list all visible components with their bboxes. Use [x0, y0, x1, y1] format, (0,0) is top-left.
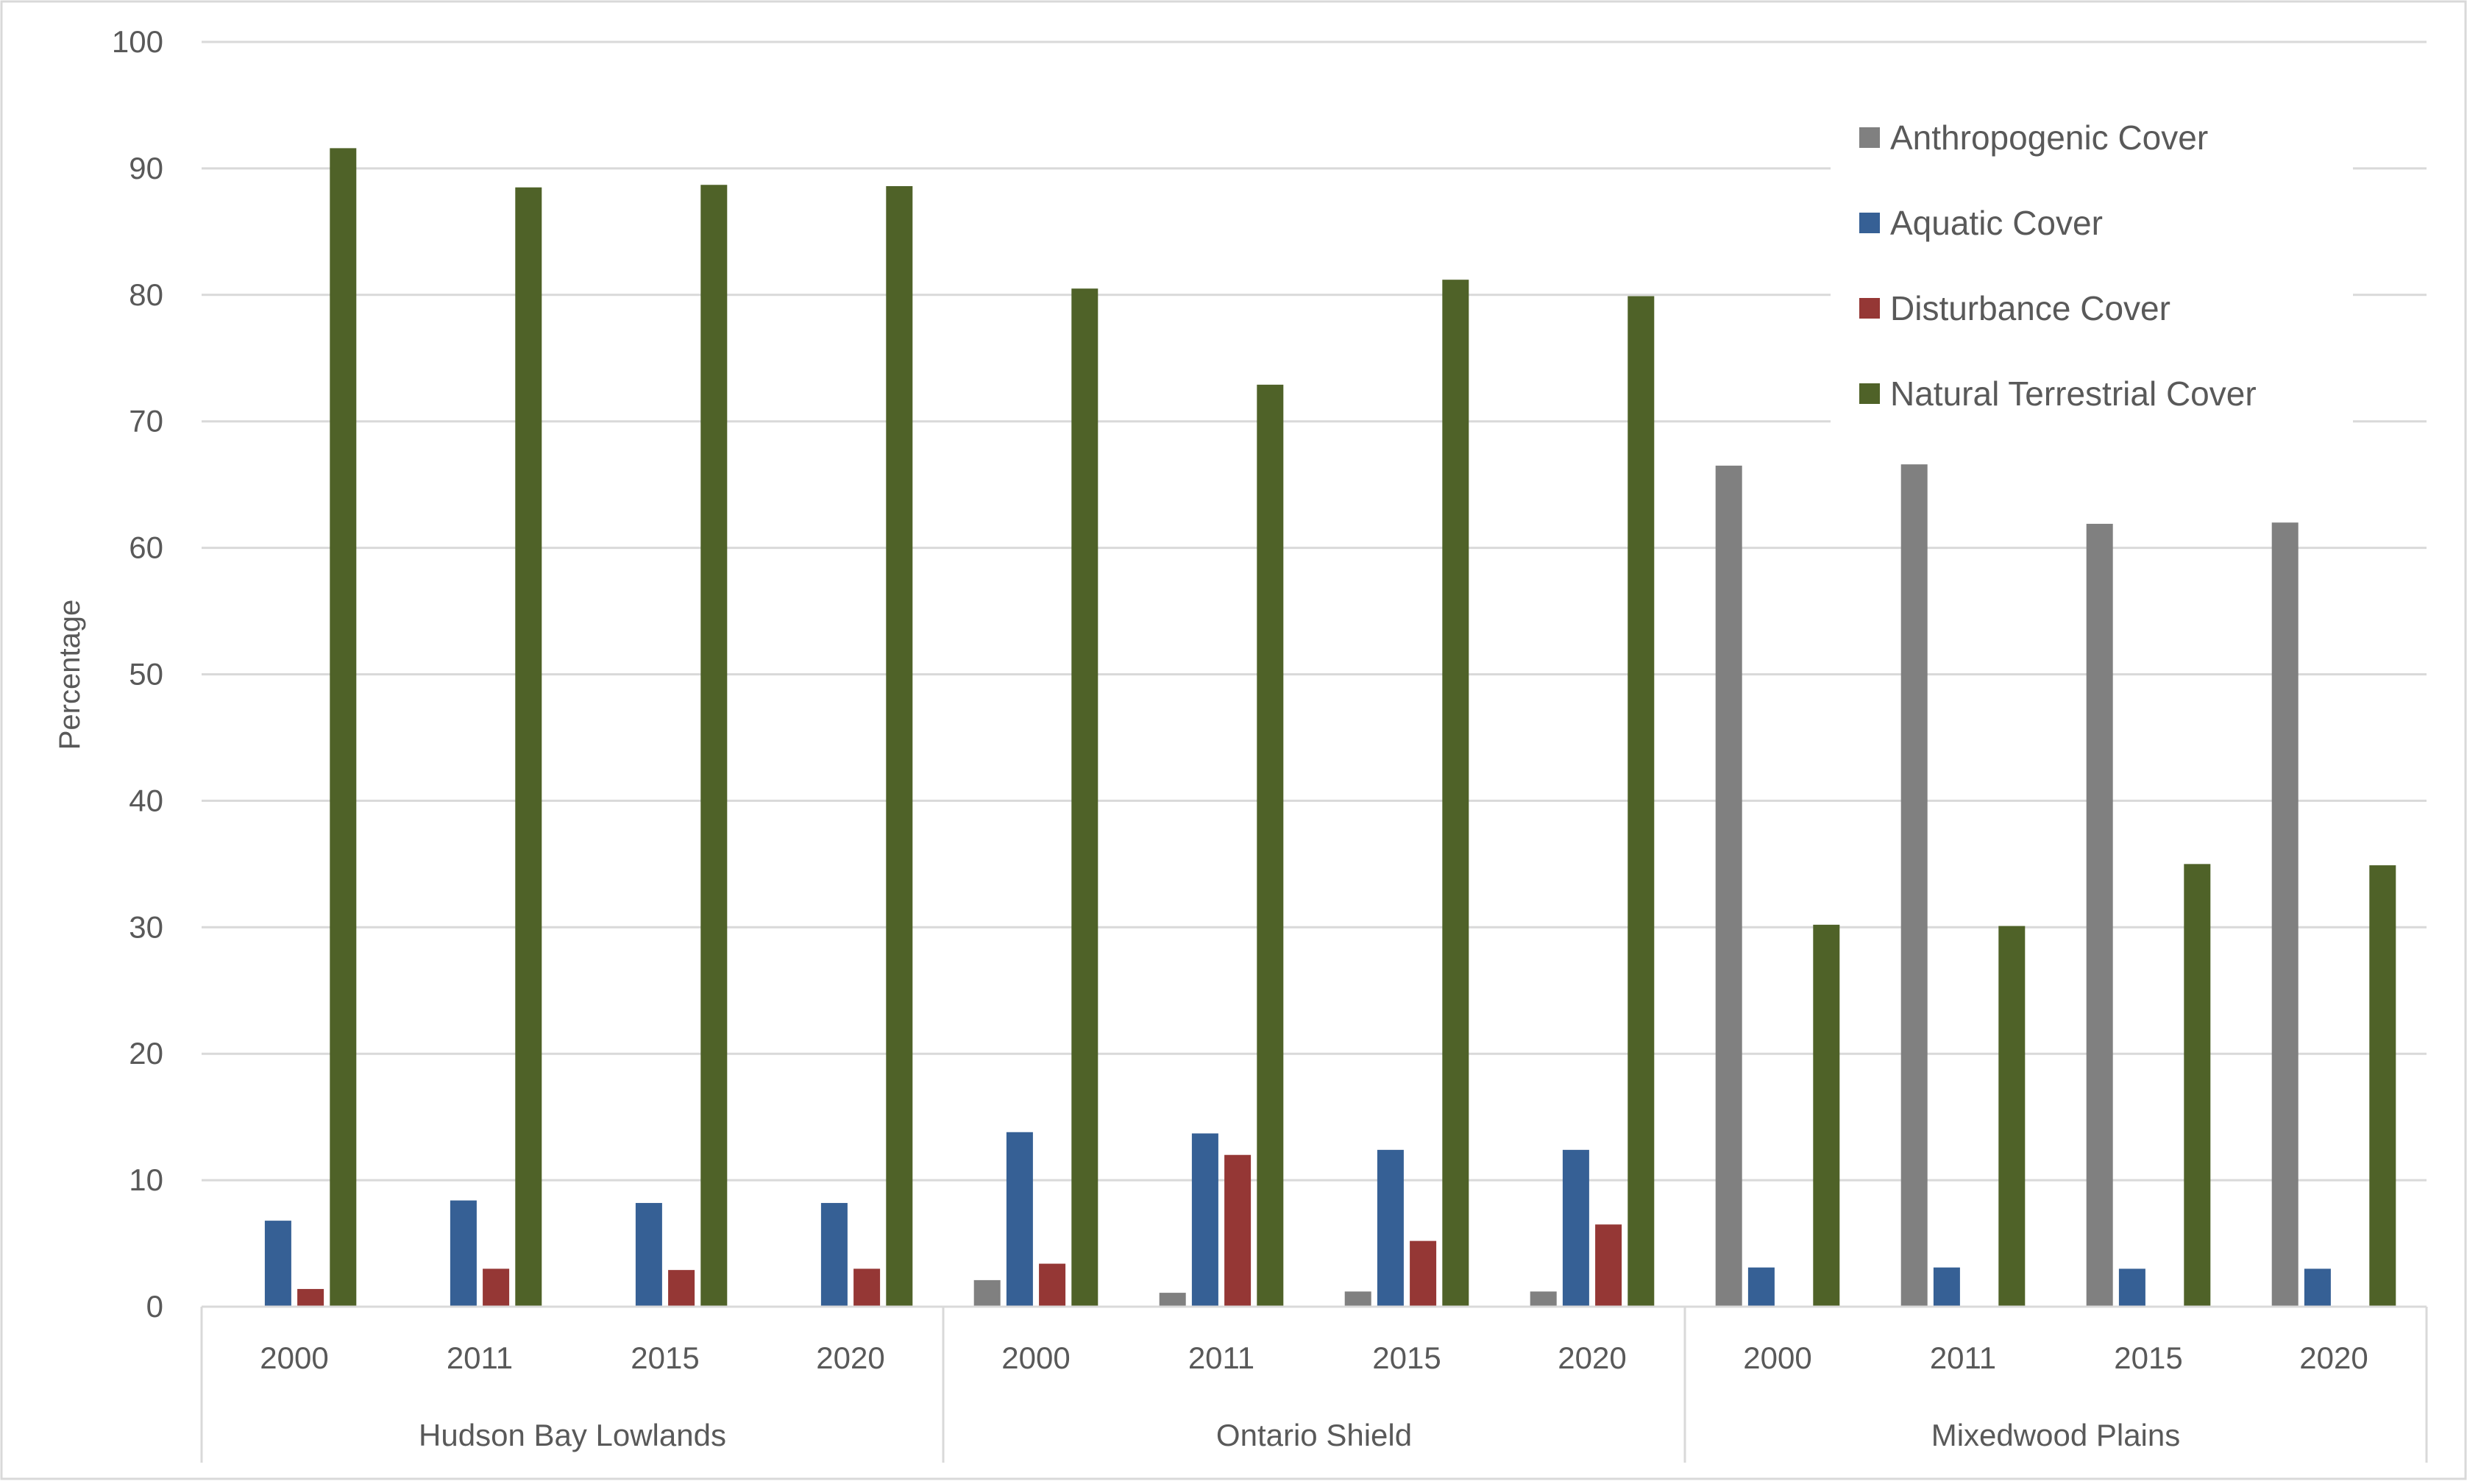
- legend-label: Aquatic Cover: [1890, 204, 2103, 242]
- x-tick-label: 2020: [816, 1341, 884, 1375]
- x-tick-label: 2015: [2114, 1341, 2182, 1375]
- bar-anthropogenic-cover: [1530, 1291, 1557, 1307]
- y-tick-label: 40: [129, 783, 163, 817]
- bar-anthropogenic-cover: [973, 1279, 1001, 1307]
- y-axis-title: Percentage: [54, 600, 86, 750]
- y-tick-label: 10: [129, 1162, 163, 1197]
- bar-anthropogenic-cover: [1159, 1293, 1186, 1307]
- axes: 0 10 20 30 40 50 60 70 80 90 100 Percentage 2000 2011…: [54, 24, 2428, 1463]
- legend-label: Disturbance Cover: [1890, 289, 2170, 327]
- bar-aquatic-cover: [1747, 1267, 1775, 1307]
- x-tick-label: 2020: [2299, 1341, 2368, 1375]
- bar-disturbance-cover: [1039, 1263, 1066, 1307]
- bar-aquatic-cover: [2118, 1268, 2145, 1307]
- bar-aquatic-cover: [264, 1221, 291, 1307]
- x-group-label: Mixedwood Plains: [1931, 1418, 2181, 1452]
- legend-swatch: [1859, 213, 1880, 233]
- bar-natural-terrestrial-cover: [2184, 864, 2211, 1307]
- legend-background: [1831, 103, 2353, 430]
- x-tick-label: 2000: [1743, 1341, 1811, 1375]
- y-tick-label: 0: [146, 1289, 163, 1324]
- x-tick-label: 2000: [1001, 1341, 1070, 1375]
- bar-natural-terrestrial-cover: [1257, 384, 1284, 1307]
- bar-anthropogenic-cover: [1344, 1291, 1371, 1307]
- bar-aquatic-cover: [450, 1200, 477, 1307]
- x-tick-label: 2011: [1188, 1341, 1254, 1375]
- y-tick-label: 30: [129, 909, 163, 944]
- bar-disturbance-cover: [1224, 1154, 1252, 1307]
- y-tick-label: 60: [129, 530, 163, 565]
- bar-aquatic-cover: [2304, 1268, 2331, 1307]
- y-tick-label: 20: [129, 1036, 163, 1071]
- bar-natural-terrestrial-cover: [330, 148, 357, 1307]
- x-tick-label: 2011: [1930, 1341, 1996, 1375]
- bar-natural-terrestrial-cover: [1813, 924, 1840, 1307]
- bar-aquatic-cover: [1562, 1149, 1589, 1307]
- bar-disturbance-cover: [483, 1268, 510, 1307]
- bar-natural-terrestrial-cover: [2369, 865, 2396, 1307]
- bar-aquatic-cover: [820, 1203, 848, 1307]
- bar-natural-terrestrial-cover: [700, 185, 728, 1307]
- x-group-label: Hudson Bay Lowlands: [419, 1418, 726, 1452]
- bar-aquatic-cover: [635, 1203, 662, 1307]
- bar-anthropogenic-cover: [2271, 522, 2299, 1307]
- x-group-label: Ontario Shield: [1216, 1418, 1412, 1452]
- legend-label: Natural Terrestrial Cover: [1890, 374, 2257, 413]
- legend: Anthropogenic Cover Aquatic Cover Disturba…: [1831, 103, 2353, 430]
- y-tick-label: 70: [129, 404, 163, 439]
- bar-anthropogenic-cover: [2086, 523, 2113, 1307]
- bar-aquatic-cover: [1006, 1132, 1033, 1307]
- bars: [264, 148, 2396, 1307]
- bar-natural-terrestrial-cover: [886, 185, 913, 1307]
- bar-anthropogenic-cover: [1900, 464, 1928, 1307]
- bar-aquatic-cover: [1933, 1267, 1960, 1307]
- y-tick-label: 90: [129, 151, 163, 185]
- x-tick-label: 2015: [631, 1341, 699, 1375]
- bar-anthropogenic-cover: [1715, 465, 1742, 1307]
- bar-disturbance-cover: [853, 1268, 881, 1307]
- bar-natural-terrestrial-cover: [1627, 296, 1655, 1307]
- legend-swatch: [1859, 298, 1880, 319]
- legend-label: Anthropogenic Cover: [1890, 118, 2208, 157]
- y-tick-label: 80: [129, 277, 163, 312]
- bar-aquatic-cover: [1191, 1133, 1218, 1307]
- bar-natural-terrestrial-cover: [1442, 280, 1469, 1307]
- x-tick-label: 2015: [1372, 1341, 1441, 1375]
- bar-natural-terrestrial-cover: [1071, 288, 1098, 1307]
- legend-swatch: [1859, 383, 1880, 404]
- x-tick-label: 2020: [1558, 1341, 1626, 1375]
- bar-disturbance-cover: [668, 1270, 695, 1307]
- y-tick-label: 50: [129, 657, 163, 692]
- legend-swatch: [1859, 127, 1880, 148]
- bar-aquatic-cover: [1377, 1149, 1404, 1307]
- bar-disturbance-cover: [1410, 1240, 1437, 1307]
- x-tick-label: 2011: [447, 1341, 513, 1375]
- y-tick-label: 100: [112, 24, 163, 59]
- x-tick-label: 2000: [260, 1341, 328, 1375]
- bar-disturbance-cover: [297, 1288, 324, 1307]
- bar-natural-terrestrial-cover: [1998, 926, 2026, 1307]
- bar-natural-terrestrial-cover: [515, 187, 542, 1307]
- bar-disturbance-cover: [1595, 1224, 1622, 1307]
